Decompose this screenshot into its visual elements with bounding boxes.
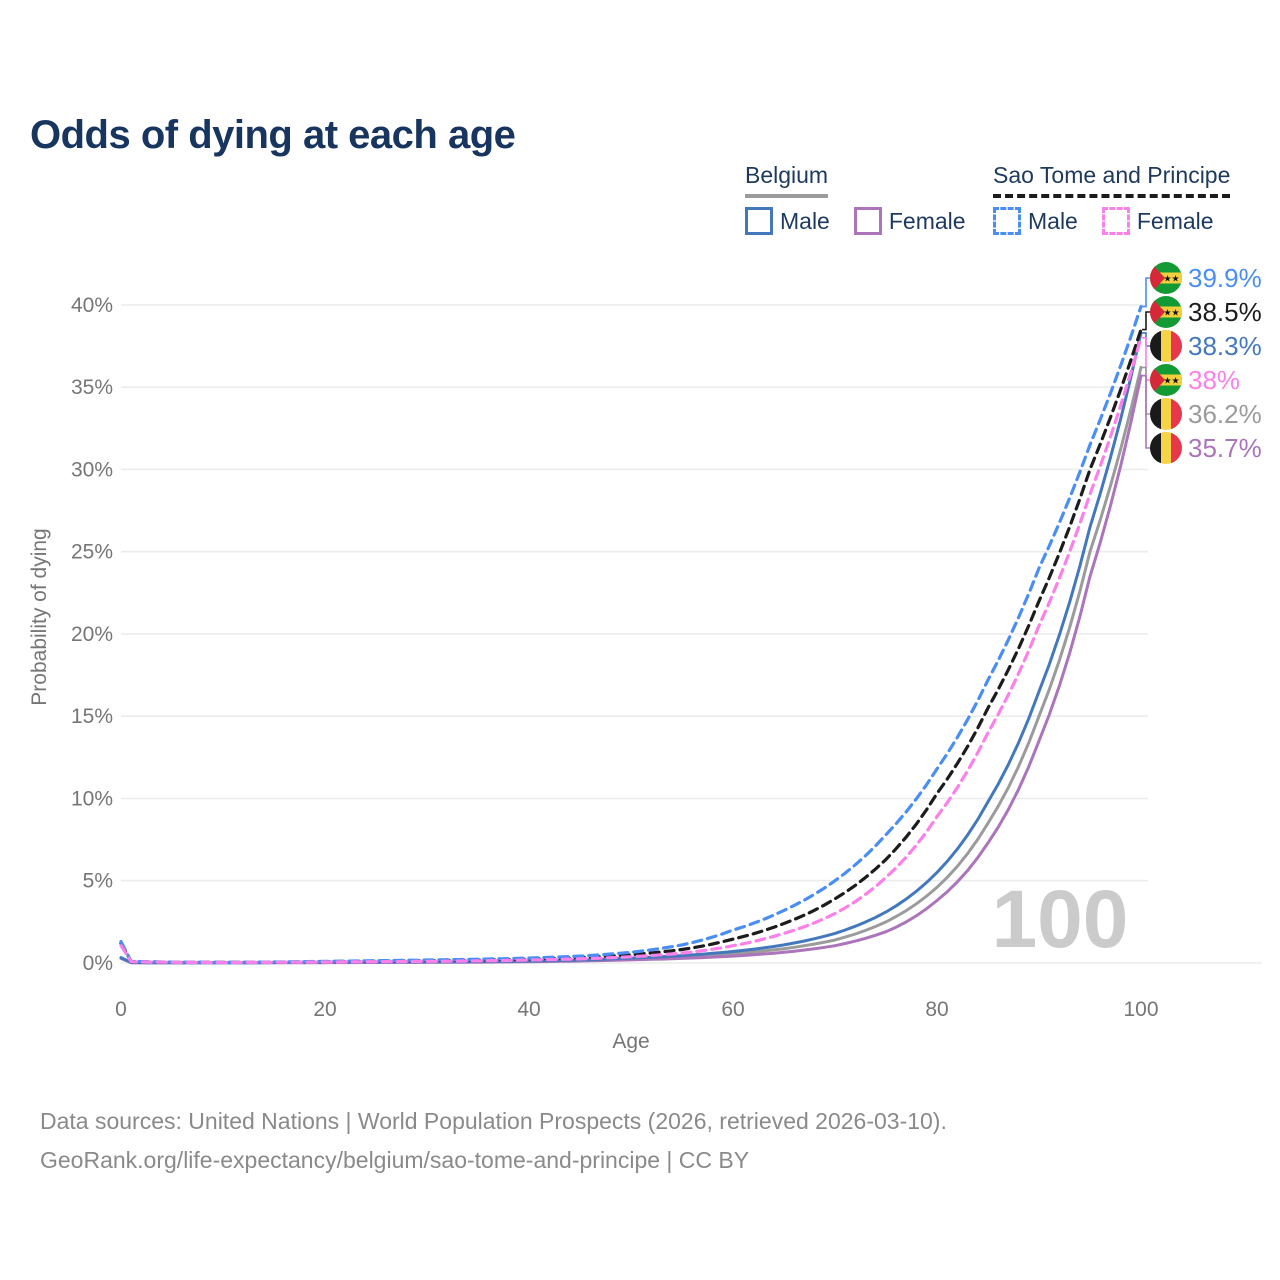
series-line-sao-tome-and-principe-both[interactable]: [119, 328, 1143, 964]
series-line-belgium-male[interactable]: [119, 331, 1143, 965]
series-line-belgium-female[interactable]: [119, 374, 1143, 965]
y-tick-label: 35%: [71, 376, 113, 399]
sao-tome-female-swatch-icon: [1101, 207, 1130, 235]
y-tick-label: 30%: [71, 458, 113, 481]
end-label-connector: [1142, 311, 1150, 331]
series-line-sao-tome-and-principe-female[interactable]: [119, 336, 1143, 965]
footer: Data sources: United Nations | World Pop…: [40, 1102, 947, 1180]
x-tick-label: 60: [721, 998, 744, 1021]
y-tick-label: 10%: [71, 788, 113, 811]
x-tick-label: 40: [517, 998, 540, 1021]
legend-item-label: Male: [780, 207, 830, 234]
legend-item-belgium-female[interactable]: Female: [853, 207, 966, 235]
end-label-connector: [1142, 277, 1150, 308]
belgium-male-swatch-icon: [745, 207, 773, 235]
x-tick-label: 80: [925, 998, 948, 1021]
legend-title-sao-tome[interactable]: Sao Tome and Principe: [993, 162, 1231, 198]
x-tick-label: 100: [1123, 998, 1158, 1021]
series-line-belgium-both[interactable]: [119, 365, 1143, 965]
legend-item-label: Female: [1136, 207, 1214, 234]
legend-group-sao-tome: Sao Tome and Principe Male Female: [993, 162, 1231, 235]
legend-item-label: Female: [888, 207, 966, 234]
legend-title-belgium[interactable]: Belgium: [745, 162, 829, 198]
page-title: Odds of dying at each age: [30, 112, 516, 157]
x-axis-title: Age: [612, 1030, 649, 1053]
legend-item-sao-tome-female[interactable]: Female: [1101, 207, 1214, 235]
sao-tome-male-swatch-icon: [993, 207, 1021, 235]
y-tick-label: 20%: [71, 623, 113, 646]
x-tick-label: 0: [115, 998, 127, 1021]
data-source-text: Data sources: United Nations | World Pop…: [40, 1108, 947, 1134]
x-tick-label: 20: [313, 998, 336, 1021]
legend-group-belgium: Belgium Male Female: [745, 162, 966, 235]
y-axis-title: Probability of dying: [28, 528, 51, 705]
legend-item-belgium-male[interactable]: Male: [745, 207, 830, 235]
end-label-connector: [1142, 337, 1150, 381]
watermark-age-label: 100: [992, 874, 1129, 965]
y-tick-label: 40%: [71, 294, 113, 317]
legend-item-sao-tome-male[interactable]: Male: [993, 207, 1078, 235]
y-tick-label: 0%: [83, 952, 113, 975]
attribution-text: GeoRank.org/life-expectancy/belgium/sao-…: [40, 1147, 750, 1173]
y-tick-label: 25%: [71, 541, 113, 564]
y-tick-label: 15%: [71, 705, 113, 728]
belgium-female-swatch-icon: [853, 207, 882, 235]
legend-item-label: Male: [1028, 207, 1078, 234]
end-label-connector: [1142, 374, 1150, 449]
y-tick-label: 5%: [83, 870, 113, 893]
